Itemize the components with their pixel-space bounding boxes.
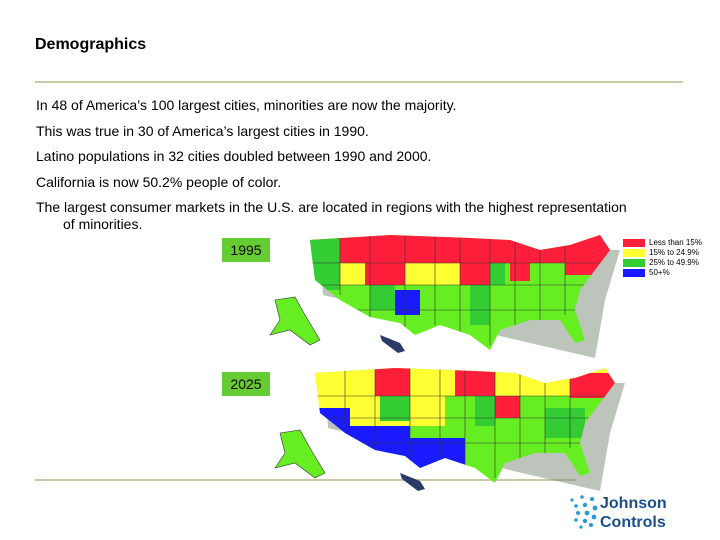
- bullet: This was true in 30 of America’s largest…: [36, 123, 369, 139]
- slide-title: Demographics: [35, 36, 147, 53]
- bullet: In 48 of America’s 100 largest cities, m…: [36, 97, 457, 113]
- map-2025: [274, 368, 625, 491]
- legend-item: 25% to 49.9%: [623, 258, 699, 268]
- logo-text: Johnson Controls: [600, 494, 667, 532]
- legend-label: 50+%: [649, 268, 670, 277]
- logo-icon: [570, 495, 598, 529]
- map-label: 2025: [222, 372, 270, 396]
- legend-swatch: [623, 248, 645, 257]
- legend-swatch: [623, 268, 645, 277]
- legend-label: Less than 15%: [649, 238, 702, 247]
- legend-item: 15% to 24.9%: [623, 248, 699, 258]
- map-1995: [269, 235, 620, 358]
- map-label: 1995: [222, 238, 270, 262]
- bullet: Latino populations in 32 cities doubled …: [36, 148, 432, 164]
- legend-swatch: [623, 238, 645, 247]
- logo-line: Controls: [600, 514, 666, 531]
- bullet: California is now 50.2% people of color.: [36, 174, 282, 190]
- legend-item: Less than 15%: [623, 238, 702, 248]
- logo-line: Johnson: [600, 495, 667, 512]
- legend-label: 25% to 49.9%: [649, 258, 699, 267]
- legend-label: 15% to 24.9%: [649, 248, 699, 257]
- bullet: The largest consumer markets in the U.S.…: [36, 199, 627, 232]
- legend-swatch: [623, 258, 645, 267]
- legend-item: 50+%: [623, 268, 670, 278]
